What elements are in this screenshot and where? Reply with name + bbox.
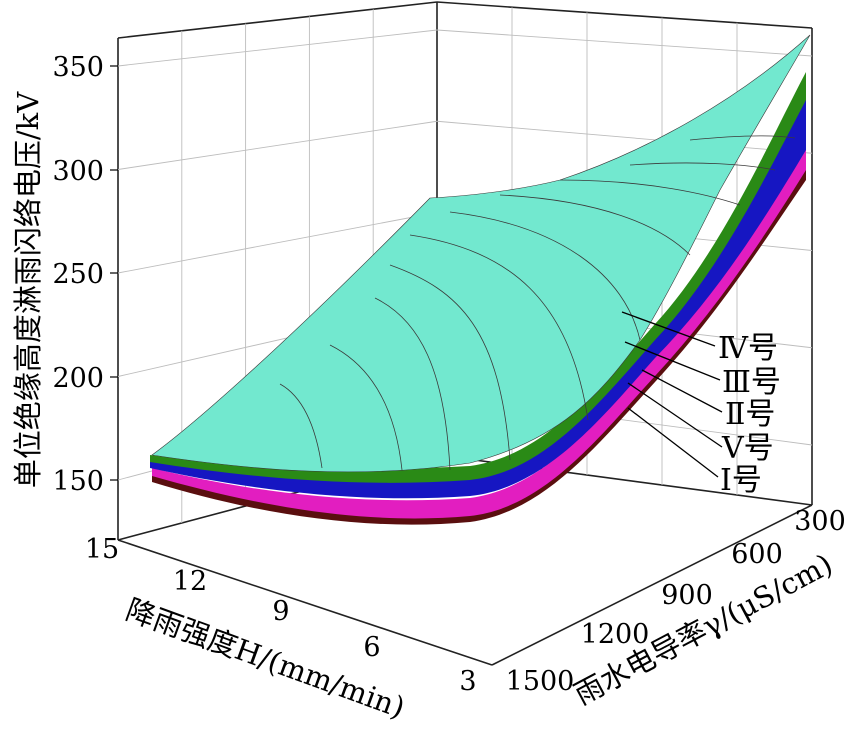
legend-label-2: Ⅱ号 <box>725 397 775 432</box>
y-tick-1: 600 <box>731 539 783 570</box>
z-tick-1: 200 <box>52 363 104 394</box>
legend-leaders <box>621 311 723 478</box>
x-tick-0: 15 <box>85 534 119 565</box>
y-tick-4: 1500 <box>506 666 575 697</box>
legend-label-4: Ⅰ号 <box>720 463 762 498</box>
x-tick-4: 3 <box>459 666 476 697</box>
y-axis: 300 600 900 1200 1500 <box>506 506 846 697</box>
z-axis-title: 单位绝缘高度淋雨闪络电压/kV <box>11 91 45 488</box>
z-tick-0: 150 <box>52 466 104 497</box>
y-tick-2: 900 <box>661 580 713 611</box>
grid-line-right-4 <box>436 29 813 57</box>
z-axis: 150 200 250 300 350 <box>52 52 118 497</box>
grid-line-left-2 <box>117 212 438 274</box>
surface-series-0 <box>151 34 811 473</box>
legend: Ⅳ号 Ⅲ号 Ⅱ号 Ⅴ号 Ⅰ号 <box>718 331 781 498</box>
z-tick-4: 350 <box>52 52 104 83</box>
z-tick-3: 300 <box>52 156 104 187</box>
x-tick-3: 6 <box>363 632 380 663</box>
legend-label-3: Ⅴ号 <box>721 431 774 466</box>
x-tick-1: 12 <box>173 566 207 597</box>
legend-label-1: Ⅲ号 <box>722 365 781 400</box>
legend-label-0: Ⅳ号 <box>718 331 778 366</box>
x-axis: 15 12 9 6 3 <box>85 534 477 697</box>
y-tick-0: 300 <box>794 506 846 537</box>
grid-line-right-3 <box>436 120 813 154</box>
x-tick-2: 9 <box>272 596 289 627</box>
grid-line-left-3 <box>117 120 438 170</box>
grid-line-left-4 <box>117 29 438 67</box>
y-tick-3: 1200 <box>581 619 650 650</box>
surface-layers <box>150 34 811 525</box>
z-tick-2: 250 <box>52 259 104 290</box>
